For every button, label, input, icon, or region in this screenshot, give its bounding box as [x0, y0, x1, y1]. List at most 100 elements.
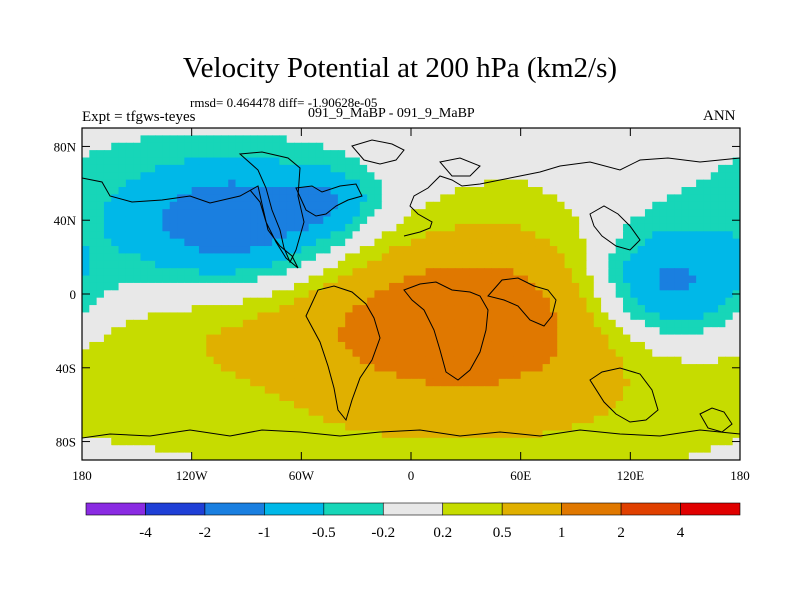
field-cell	[352, 312, 361, 321]
colorbar-swatch	[145, 502, 206, 516]
field-cell	[637, 187, 646, 195]
field-cell	[323, 400, 332, 409]
field-cell	[688, 423, 697, 432]
field-cell	[155, 319, 164, 328]
field-cell	[513, 187, 522, 195]
field-cell	[330, 445, 339, 454]
field-cell	[352, 238, 361, 247]
field-cell	[659, 400, 668, 409]
field-cell	[447, 356, 456, 365]
field-cell	[359, 201, 368, 210]
field-cell	[484, 393, 493, 402]
field-cell	[549, 290, 558, 299]
field-cell	[198, 334, 207, 343]
field-cell	[89, 290, 98, 299]
field-cell	[593, 341, 602, 350]
field-cell	[718, 349, 726, 358]
field-cell	[228, 312, 237, 321]
field-cell	[103, 216, 112, 225]
y-tick-label: 40N	[54, 213, 77, 228]
field-cell	[301, 319, 310, 328]
field-cell	[535, 408, 544, 417]
field-cell	[389, 415, 397, 424]
field-cell	[147, 246, 156, 255]
field-cell	[337, 172, 346, 181]
field-cell	[242, 194, 251, 203]
field-cell	[206, 356, 215, 365]
field-cell	[220, 201, 229, 210]
field-cell	[725, 364, 734, 373]
field-cell	[272, 187, 280, 195]
field-cell	[213, 319, 222, 328]
field-cell	[432, 305, 441, 314]
field-cell	[623, 209, 631, 218]
field-cell	[381, 341, 390, 350]
field-cell	[411, 415, 419, 424]
field-cell	[476, 393, 485, 402]
field-cell	[652, 268, 661, 277]
field-cell	[330, 209, 339, 218]
field-cell	[96, 282, 105, 291]
field-cell	[411, 157, 419, 166]
field-cell	[623, 356, 631, 365]
field-cell	[557, 268, 566, 277]
field-cell	[696, 305, 705, 314]
field-cell	[82, 378, 90, 387]
field-cell	[542, 371, 551, 380]
field-cell	[301, 282, 310, 291]
field-cell	[345, 452, 354, 460]
field-cell	[82, 253, 90, 262]
field-cell	[345, 194, 354, 203]
field-cell	[294, 164, 302, 173]
field-cell	[111, 157, 120, 166]
field-cell	[491, 371, 500, 380]
field-cell	[396, 282, 405, 291]
field-cell	[586, 349, 595, 358]
field-cell	[264, 238, 273, 247]
field-cell	[264, 349, 273, 358]
field-cell	[718, 253, 726, 262]
field-cell	[557, 128, 566, 136]
field-cell	[696, 282, 705, 291]
field-cell	[162, 305, 171, 314]
field-cell	[155, 400, 164, 409]
field-cell	[542, 164, 551, 173]
field-cell	[674, 290, 683, 299]
field-cell	[323, 268, 332, 277]
field-cell	[111, 334, 120, 343]
field-cell	[462, 209, 471, 218]
field-cell	[586, 282, 595, 291]
field-cell	[447, 128, 456, 136]
field-cell	[169, 282, 178, 291]
field-cell	[308, 231, 317, 240]
field-cell	[198, 408, 207, 417]
field-cell	[257, 246, 266, 255]
field-cell	[315, 223, 324, 232]
field-cell	[140, 290, 149, 299]
field-cell	[498, 157, 507, 166]
field-cell	[447, 415, 456, 424]
field-cell	[469, 216, 478, 225]
field-cell	[264, 260, 273, 269]
field-cell	[418, 253, 427, 262]
field-cell	[103, 164, 112, 173]
field-cell	[659, 430, 668, 439]
x-tick-label: 180	[730, 468, 750, 483]
field-cell	[418, 172, 427, 181]
field-cell	[681, 349, 690, 358]
field-cell	[315, 238, 324, 247]
field-cell	[206, 187, 215, 195]
field-cell	[564, 194, 573, 203]
field-cell	[323, 319, 332, 328]
field-cell	[644, 187, 653, 195]
field-cell	[454, 231, 463, 240]
field-cell	[111, 187, 120, 195]
field-cell	[279, 128, 288, 136]
field-cell	[652, 187, 661, 195]
field-cell	[447, 172, 456, 181]
field-cell	[89, 194, 98, 203]
field-cell	[718, 408, 726, 417]
field-cell	[125, 209, 134, 218]
field-cell	[301, 371, 310, 380]
field-cell	[352, 371, 361, 380]
